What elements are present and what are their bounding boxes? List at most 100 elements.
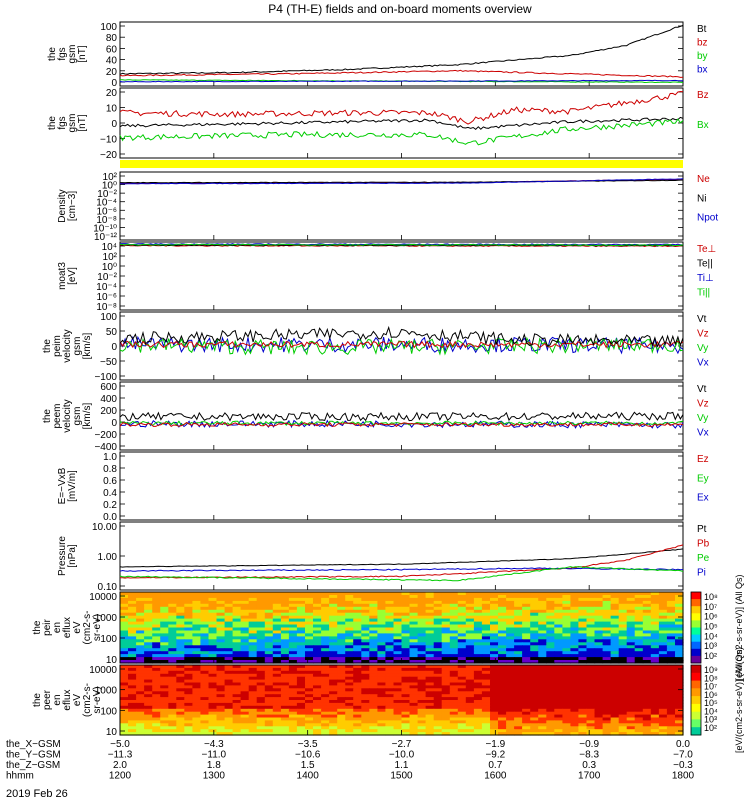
y-tick-label: 10⁰ [102,181,117,192]
y-axis-label: peer [42,689,53,710]
colorbar-tick: 10³ [704,641,717,651]
y-tick-label: 0 [111,342,117,353]
y-axis-label: eV [72,694,83,707]
legend-entry: Vz [697,329,709,340]
y-tick-label: 10² [103,252,118,263]
y-axis-label: E=−VxB [57,467,68,504]
y-axis-label: velocity [62,329,73,362]
x-tick-value: −0.9 [579,739,599,750]
x-tick-value: 1800 [672,771,695,782]
x-tick-value: 1600 [484,771,507,782]
y-tick-label: −200 [94,430,117,441]
y-axis-label: Density [57,189,68,222]
legend-entry: Pe [697,553,710,564]
y-tick-label: 10000 [89,592,117,603]
y-tick-label: 1.00 [98,552,118,563]
y-tick-label: −50 [100,357,117,368]
x-row-label: the_Z−GSM [6,760,60,771]
x-axis-labels: the_X−GSM −5.0 −4.3 −3.5 −2.7 −1.9 −0.9 0.0 the_… [6,739,695,782]
legend-entry: Ti|| [697,288,710,299]
y-axis-label: [cm−3] [67,191,78,222]
series-line-Bt [119,24,684,75]
y-axis-label: en [52,694,63,705]
y-tick-label: 10⁴ [102,242,117,253]
legend-entry: Ey [697,473,709,484]
legend-entry: Ne [697,174,710,185]
legend-entry: Ti⊥ [697,273,714,284]
y-tick-label: 0.0 [103,512,117,523]
legend-entry: Vy [697,343,708,354]
figure-title: P4 (TH-E) fields and on-board moments ov… [268,2,532,16]
yellow-status-bar [120,160,683,168]
legend-entry: Ni [697,193,706,204]
series-line-bx [119,79,683,83]
y-tick-label: 10⁻² [97,272,117,283]
x-tick-value: 0.7 [488,760,502,771]
y-tick-label: 10 [106,104,118,115]
y-tick-label: 10⁻⁶ [96,206,117,217]
legend-entry: bx [697,65,708,76]
legend-entry: Te|| [697,259,713,270]
x-tick-value: −10.6 [295,750,321,761]
x-tick-value: −1.9 [485,739,505,750]
legend-entry: Npot [697,213,718,224]
y-axis-label: velocity [62,399,73,432]
series-line-Pe [119,566,684,582]
colorbar-tick: 10⁸ [704,592,718,602]
x-row-label: hhmm [6,771,34,782]
series-line-bz [119,69,684,78]
colorbar-tick: 10⁷ [704,682,717,692]
y-tick-label: 100 [100,706,117,717]
y-tick-label: 0.6 [103,476,117,487]
x-tick-value: 1500 [390,771,413,782]
y-tick-label: 10 [106,727,118,738]
x-row-label: the_Y−GSM [6,750,61,761]
x-tick-value: −9.2 [485,750,505,761]
panel-frame [119,381,684,451]
x-tick-value: 2.0 [113,760,127,771]
y-axis-label: the [32,693,43,707]
colorbar-tick: 10² [704,651,717,661]
y-tick-label: 40 [106,56,118,67]
y-axis-label: the [32,620,43,634]
y-tick-label: 60 [106,44,118,55]
legend-entry: by [697,51,708,62]
y-tick-label: 0.4 [103,488,117,499]
y-axis-label: (cm2-s- [82,611,93,645]
series-line-Pb [119,544,684,579]
colorbar-tick: 10² [704,723,717,733]
y-tick-label: 10² [103,172,118,183]
y-axis-label: fgs [57,116,68,129]
y-axis-label: [km/s] [82,332,93,359]
y-tick-label: 10⁻⁴ [96,282,117,293]
y-tick-label: 100 [100,22,117,33]
legend-entry: bz [697,38,708,49]
y-tick-label: 10⁻² [97,189,117,200]
legend-entry: Pt [697,524,707,535]
y-tick-label: 0 [111,78,117,89]
y-axis-label: peem [52,403,63,428]
y-axis-label: gsm [67,114,78,133]
y-axis-label: eV [72,621,83,634]
x-tick-value: 1.8 [207,760,221,771]
legend-entry: Vz [697,399,709,410]
y-tick-label: 10 [106,655,118,666]
y-tick-label: 20 [106,88,118,99]
colorbar-tick: 10⁶ [704,690,718,700]
y-axis-label: the [42,339,53,353]
x-tick-value: −11.3 [108,750,133,761]
y-tick-label: −10 [100,135,117,146]
legend-entry: Te⊥ [697,244,716,255]
legend-entry: Pi [697,568,706,579]
colorbar-tick: 10⁴ [704,631,718,641]
x-tick-value: −4.3 [204,739,224,750]
colorbar-tick: 10³ [704,715,717,725]
series-line-Vz [119,421,684,428]
series-line-Bz [119,90,684,125]
colorbar-label: [eV/(cm2-s-sr-eV)] (All Qs) [734,574,744,680]
series-line-Bx [119,118,684,146]
legend-entry: Vt [697,314,707,325]
